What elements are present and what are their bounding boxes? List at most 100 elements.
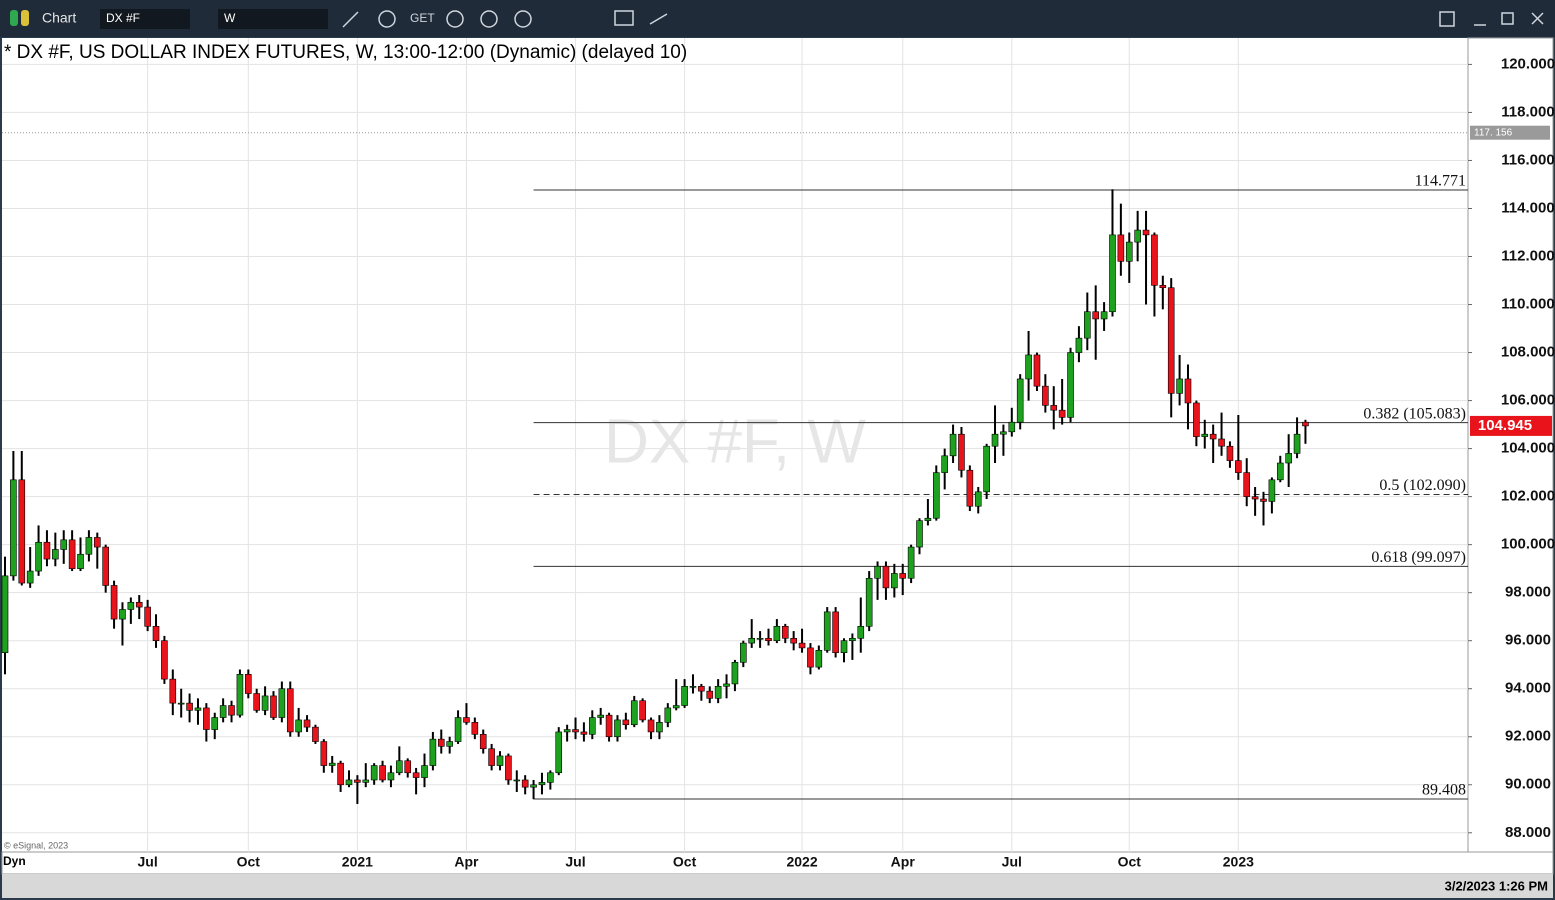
- y-tick-label: 98.000: [1505, 584, 1551, 601]
- candle-body: [572, 729, 579, 733]
- comment-tool[interactable]: [614, 10, 634, 26]
- interval-box[interactable]: [218, 9, 328, 29]
- candle-body: [412, 772, 420, 778]
- candle-body: [1142, 229, 1150, 236]
- candle-body: [161, 640, 168, 680]
- candle-body: [1058, 409, 1066, 418]
- settings-button[interactable]: [1439, 11, 1455, 27]
- marks: 114.771 0.382 (105.083) 0.5 (102.090) 0.618…: [1, 173, 1468, 804]
- candle-body: [622, 719, 630, 726]
- candle-body: [496, 755, 504, 766]
- candle-body: [1151, 234, 1158, 286]
- candle-body: [949, 433, 957, 457]
- candle-body: [991, 433, 999, 447]
- t-tool[interactable]: [480, 10, 498, 28]
- candle-body: [144, 606, 151, 627]
- y-tick-label: 92.000: [1505, 728, 1551, 745]
- candle-body: [815, 650, 823, 668]
- candle-body: [236, 674, 244, 716]
- candle-body: [1184, 378, 1192, 404]
- y-tick-label: 120.000: [1501, 55, 1555, 72]
- candle-body: [471, 722, 479, 735]
- twitter-tool[interactable]: [649, 13, 668, 25]
- candle-body: [127, 601, 135, 610]
- candle-body: [253, 693, 260, 711]
- candle-body: [698, 686, 705, 692]
- candle-body: [1067, 352, 1074, 418]
- last-price-label: 104.945: [1478, 417, 1532, 434]
- candle-body: [823, 611, 831, 651]
- candle-body: [379, 765, 386, 781]
- candle-body: [672, 705, 680, 709]
- candle-body: [547, 772, 554, 783]
- candle-body: [1226, 445, 1234, 461]
- candle-body: [932, 472, 940, 519]
- study-tool[interactable]: [378, 10, 396, 28]
- candle-body: [10, 479, 17, 577]
- restore-button[interactable]: [1501, 12, 1514, 25]
- candle-body: [219, 705, 227, 718]
- y-tick-label: 106.000: [1501, 392, 1555, 409]
- candle-body: [563, 729, 571, 733]
- candle-body: [488, 748, 495, 766]
- interval-input[interactable]: W: [224, 11, 236, 25]
- candle-body: [345, 779, 353, 786]
- candle-body: [479, 734, 487, 750]
- toolbar-icons: [342, 10, 1544, 28]
- candle-body: [790, 637, 797, 644]
- candle-body: [882, 565, 890, 589]
- a-tool[interactable]: [514, 10, 532, 28]
- candle-body: [404, 760, 412, 774]
- symbol-box[interactable]: [100, 9, 190, 29]
- candle-body: [1218, 438, 1225, 447]
- candle-body: [714, 686, 722, 699]
- y-tick-label: 94.000: [1505, 680, 1551, 697]
- candle-body: [756, 637, 764, 640]
- x-tick-label: Oct: [673, 854, 697, 870]
- grid: [2, 38, 1468, 852]
- app-icon: [21, 10, 29, 26]
- fib-level-label: 0.618 (99.097): [1371, 549, 1466, 566]
- candle-body: [18, 479, 26, 584]
- status-datetime: 3/2/2023 1:26 PM: [1445, 878, 1548, 893]
- draw-tool[interactable]: [342, 11, 359, 28]
- candle-body: [1025, 354, 1032, 380]
- b-tool[interactable]: [446, 10, 464, 28]
- candle-body: [85, 537, 93, 555]
- candle-body: [1033, 354, 1041, 387]
- y-tick-label: 88.000: [1505, 824, 1551, 841]
- candle-body: [1201, 433, 1209, 437]
- candle-body: [186, 702, 193, 711]
- y-tick-label: 102.000: [1501, 488, 1555, 505]
- candle-body: [1008, 421, 1016, 433]
- candle-body: [966, 469, 974, 507]
- symbol-input[interactable]: DX #F: [106, 11, 140, 25]
- candle-body: [203, 707, 210, 730]
- candle-body: [93, 537, 101, 548]
- app-name: Chart: [42, 10, 76, 26]
- candle-body: [1209, 433, 1217, 440]
- x-tick-label: Jul: [138, 854, 158, 870]
- candle-body: [1167, 287, 1175, 394]
- candle-body: [588, 717, 596, 735]
- get-button[interactable]: GET: [410, 11, 435, 25]
- candle-body: [68, 539, 76, 569]
- candle-body: [958, 433, 965, 471]
- candle-body: [1285, 453, 1292, 464]
- candle-body: [135, 601, 143, 608]
- candle-body: [899, 573, 907, 579]
- candle-body: [421, 765, 428, 778]
- candle-body: [1243, 472, 1251, 497]
- copyright: © eSignal, 2023: [4, 840, 68, 850]
- candle-body: [177, 702, 185, 705]
- candle-body: [807, 647, 814, 668]
- candle-body: [26, 570, 34, 584]
- candle-body: [614, 719, 621, 738]
- candle-body: [916, 520, 923, 548]
- candle-body: [832, 611, 839, 654]
- candle-body: [941, 455, 948, 473]
- close-button[interactable]: [1531, 12, 1544, 25]
- candle-body: [597, 714, 604, 718]
- dyn-label: Dyn: [3, 854, 26, 868]
